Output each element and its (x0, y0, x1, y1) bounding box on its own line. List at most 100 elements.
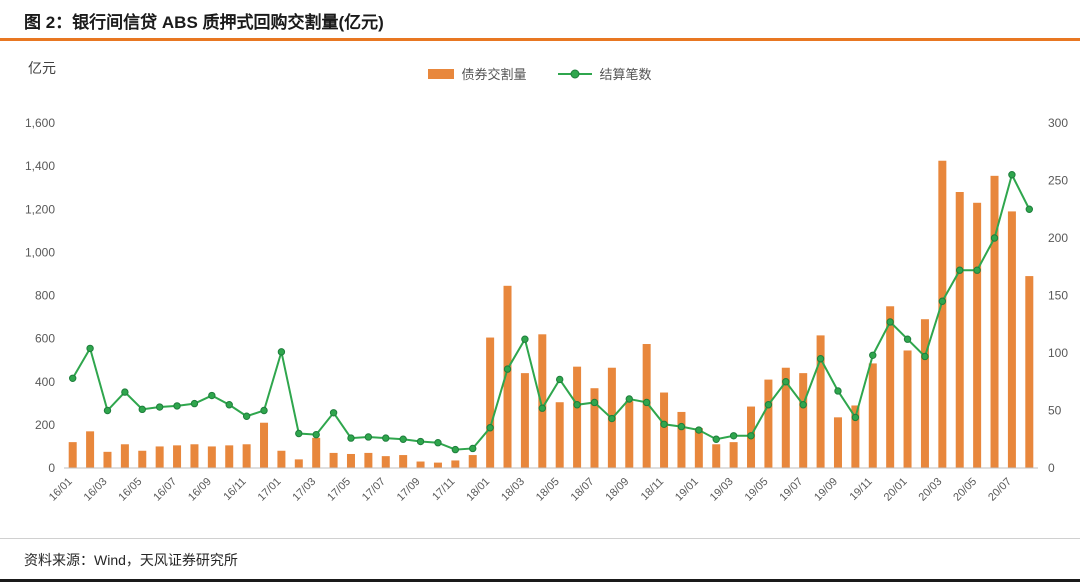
line-marker (886, 318, 894, 326)
x-axis-tick-label: 16/09 (186, 476, 214, 504)
legend-label-bars: 债券交割量 (461, 67, 527, 82)
x-axis-tick-label: 17/01 (256, 476, 284, 504)
bar (920, 319, 929, 468)
line-marker (538, 404, 546, 412)
line-series-swatch (557, 69, 592, 78)
bar (868, 363, 877, 468)
line-marker (851, 413, 860, 422)
line-marker (782, 378, 790, 386)
y-axis-right-tick-label: 300 (1048, 116, 1068, 130)
line-marker (190, 399, 199, 408)
source-text: 资料来源：Wind，天风证券研究所 (24, 552, 238, 568)
bar (833, 417, 842, 468)
bar (955, 192, 964, 468)
bar (364, 452, 373, 468)
line-marker (816, 355, 825, 363)
bar (886, 306, 895, 468)
bar (329, 452, 338, 468)
bar (120, 444, 129, 468)
bar (903, 350, 912, 468)
y-axis-left-tick-label: 800 (35, 289, 55, 303)
bar-series (68, 160, 1034, 469)
x-axis-tick-label: 18/11 (639, 476, 666, 503)
bar (468, 455, 477, 468)
line-marker (677, 422, 686, 431)
line-marker (416, 437, 425, 446)
bar (764, 379, 773, 468)
y-axis-left-tick-label: 400 (35, 375, 55, 389)
line-marker (399, 435, 407, 443)
x-axis-tick-label: 16/05 (116, 476, 144, 504)
legend-label-line: 结算笔数 (599, 67, 652, 82)
line-marker (729, 432, 738, 440)
line-marker (573, 401, 581, 409)
line-markers (69, 171, 1034, 454)
bar (260, 422, 269, 468)
line-marker (956, 266, 964, 274)
line-marker (556, 375, 564, 384)
x-axis-tick-label: 16/01 (47, 476, 75, 504)
bar (312, 437, 321, 468)
x-axis-tick-label: 19/03 (708, 476, 736, 504)
x-axis-tick-label: 17/03 (290, 476, 318, 504)
line-marker (364, 433, 373, 441)
line-marker (451, 445, 460, 454)
x-axis-tick-label: 19/11 (848, 476, 875, 503)
x-axis-tick-label: 20/01 (882, 476, 910, 504)
bottom-border (0, 579, 1080, 582)
line-marker (990, 234, 999, 242)
line-path (71, 171, 1031, 451)
y-axis-right-tick-label: 150 (1048, 289, 1068, 303)
line-marker (764, 401, 773, 409)
bar (712, 444, 721, 468)
line-marker (625, 395, 633, 403)
x-axis-tick-label: 20/07 (986, 476, 1014, 504)
bar (68, 442, 77, 469)
line-marker (138, 405, 146, 414)
bar (225, 445, 234, 468)
legend-item-bars: 债券交割量 (428, 64, 527, 83)
x-axis-tick-label: 18/01 (464, 476, 492, 504)
line-marker (695, 426, 703, 434)
x-axis-tick-label: 19/05 (743, 476, 771, 504)
line-marker (260, 406, 268, 415)
line-marker (660, 420, 668, 428)
bar (694, 428, 703, 468)
bar (990, 175, 999, 468)
combo-chart: 0 200 400 600 800 1,000 1,200 1,400 1,600 0 50 100 1… (0, 90, 1080, 536)
y-axis-left-tick-label: 0 (48, 461, 55, 475)
x-axis-tick-label: 17/11 (430, 476, 457, 503)
bar (207, 446, 216, 468)
y-axis-right-tick-label: 250 (1048, 174, 1068, 188)
bar (555, 402, 564, 468)
bar (416, 461, 425, 468)
y-axis-left-tick-label: 1,000 (25, 245, 55, 259)
x-axis-tick-label: 18/09 (603, 476, 631, 504)
page-title: 图 2：银行间信贷 ABS 质押式回购交割量(亿元) (24, 13, 384, 32)
line-marker (938, 297, 947, 305)
y-axis-right-tick-label: 100 (1048, 346, 1068, 360)
line-marker (208, 391, 216, 400)
line-marker (242, 412, 251, 420)
line-marker (834, 387, 842, 395)
x-axis-tick-label: 18/07 (569, 476, 597, 504)
bar (851, 405, 860, 468)
bar (138, 450, 147, 468)
bar (399, 455, 408, 468)
y-axis-right-tick-label: 0 (1048, 461, 1055, 475)
bar (1007, 211, 1016, 468)
bar (573, 366, 582, 468)
x-axis-tick-label: 16/07 (151, 476, 179, 504)
left-axis-unit-label: 亿元 (28, 60, 56, 76)
y-axis-left-tick-label: 200 (35, 418, 55, 432)
bar (729, 442, 738, 469)
x-axis-tick-label: 18/05 (534, 476, 562, 504)
x-axis-tick-label: 19/01 (673, 476, 701, 504)
line-marker (469, 444, 477, 453)
bar (538, 334, 547, 468)
bar (1025, 276, 1034, 468)
line-marker (155, 403, 164, 411)
bar (242, 444, 251, 468)
line-marker (329, 409, 338, 417)
bar (520, 373, 529, 469)
